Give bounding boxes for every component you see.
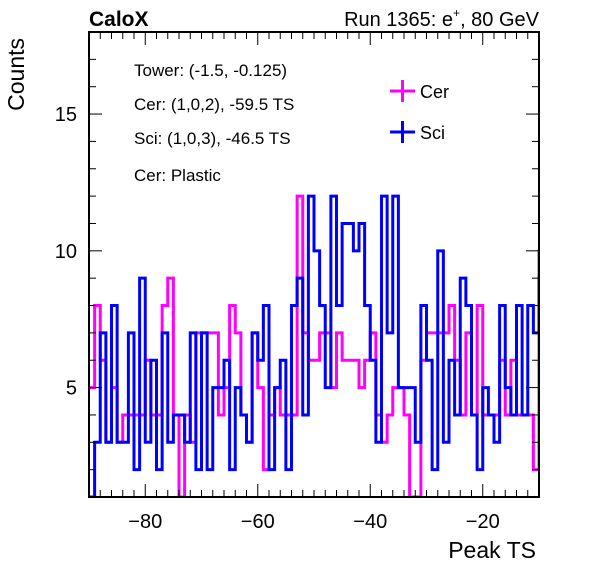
x-tick-label: −60	[241, 511, 275, 533]
calox-label: CaloX	[89, 8, 149, 31]
legend-sci-label: Sci	[420, 123, 445, 143]
legend: Cer Sci	[390, 80, 449, 143]
series-sci-line	[89, 194, 539, 497]
y-tick-label: 5	[66, 378, 77, 400]
legend-cer-label: Cer	[420, 82, 449, 102]
info-sci-channel: Sci: (1,0,3), -46.5 TS	[134, 129, 291, 148]
run-suffix: , 80 GeV	[460, 9, 540, 31]
info-cer-material: Cer: Plastic	[134, 166, 221, 185]
info-box: Tower: (-1.5, -0.125) Cer: (1,0,2), -59.…	[134, 61, 294, 185]
x-tick-label: −20	[466, 511, 500, 533]
x-axis-title: Peak TS	[448, 537, 536, 563]
x-tick-label: −40	[353, 511, 387, 533]
y-tick-label: 10	[55, 241, 77, 263]
info-cer-channel: Cer: (1,0,2), -59.5 TS	[134, 95, 294, 114]
run-prefix: Run 1365: e	[344, 9, 453, 31]
y-axis-title: Counts	[3, 38, 29, 111]
legend-cer-marker	[390, 80, 415, 102]
x-tick-label: −80	[128, 511, 162, 533]
info-tower: Tower: (-1.5, -0.125)	[134, 61, 287, 80]
run-superscript: +	[453, 6, 460, 20]
y-tick-label: 15	[55, 104, 77, 126]
legend-sci-marker	[390, 121, 415, 143]
axis-ticks: −80 −60 −40 −20 5 10 15	[55, 31, 540, 533]
run-label: Run 1365: e+, 80 GeV	[344, 6, 540, 31]
plot-area	[89, 194, 539, 497]
series-cer-line	[89, 194, 539, 497]
